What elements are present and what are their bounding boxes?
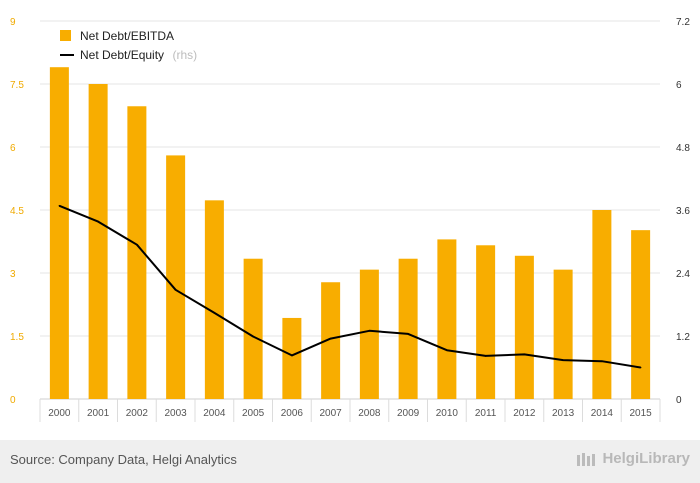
x-tick-label: 2002 [126,408,149,419]
legend-label-line-suffix: (rhs) [173,48,198,62]
library-icon [577,452,596,466]
bar-2007 [321,282,341,399]
bar-2004 [204,200,224,399]
y-right-tick-label: 1.2 [676,332,690,343]
y-right-tick-label: 3.6 [676,206,690,217]
line-point-2011 [484,355,487,357]
bar-series [49,67,651,399]
line-point-2002 [136,243,138,246]
bar-2008 [359,269,379,399]
bar-2005 [243,258,263,399]
y-left-tick-label: 1.5 [10,332,24,343]
brand-logo: HelgiLibrary [576,450,690,467]
line-point-2005 [252,335,254,338]
line-point-2006 [291,354,293,357]
y-left-tick-label: 4.5 [10,206,24,217]
y-right-tick-label: 4.8 [676,143,690,154]
x-tick-label: 2006 [281,408,304,419]
y-axis-right: 0 1.2 2.4 3.6 4.8 6 7.2 [676,17,690,406]
line-point-2003 [174,289,177,291]
x-tick-label: 2004 [203,408,226,419]
x-tick-label: 2009 [397,408,420,419]
legend-label-line: Net Debt/Equity (rhs) [80,46,197,63]
y-left-tick-label: 0 [10,395,16,406]
bar-2009 [398,258,418,399]
line-point-2014 [601,360,603,363]
x-tick-label: 2007 [320,408,343,419]
x-tick-label: 2012 [513,408,536,419]
bar-2006 [282,317,302,399]
legend-swatch-bar [60,30,71,41]
y-right-tick-label: 2.4 [676,269,690,280]
x-tick-label: 2000 [48,408,71,419]
bar-2010 [437,239,457,399]
x-tick-label: 2003 [165,408,188,419]
line-series [58,204,642,369]
y-right-tick-label: 6 [676,80,682,91]
y-right-tick-label: 0 [676,395,682,406]
x-tick-label: 2008 [358,408,381,419]
y-axis-left: 0 1.5 3 4.5 6 7.5 9 [10,17,24,406]
brand-name: HelgiLibrary [602,450,690,467]
line-point-2007 [329,337,332,340]
line-net-debt-equity [59,204,641,369]
line-point-2015 [639,366,642,369]
bar-2012 [514,255,534,399]
x-tick-label: 2005 [242,408,265,419]
line-point-2010 [446,349,448,351]
x-tick-label: 2001 [87,408,110,419]
y-left-tick-label: 7.5 [10,80,24,91]
line-point-2001 [97,220,99,223]
source-text: Source: Company Data, Helgi Analytics [10,452,237,467]
footer: Source: Company Data, Helgi Analytics He… [0,440,700,483]
y-left-tick-label: 3 [10,269,16,280]
legend-label-bar: Net Debt/EBITDA [80,29,174,43]
x-axis: 2000 2001 2002 2003 2004 2005 2006 2007 2008 2009… [39,399,661,422]
line-point-2004 [213,312,216,314]
y-left-tick-label: 6 [10,143,16,154]
bar-2011 [476,245,496,399]
x-tick-label: 2014 [591,408,614,419]
line-point-2013 [562,359,564,361]
line-point-2012 [523,353,526,356]
x-tick-label: 2013 [552,408,575,419]
line-point-2000 [58,205,61,207]
x-tick-label: 2010 [436,408,459,419]
x-tick-label: 2011 [475,408,497,419]
bar-2014 [592,210,612,399]
bar-2013 [553,269,573,399]
bar-2002 [127,106,147,399]
bar-2000 [49,67,69,399]
bar-2001 [88,84,108,399]
legend-label-line-name: Net Debt/Equity [80,48,164,62]
bar-2003 [166,155,186,399]
bar-2015 [631,230,651,399]
y-right-tick-label: 7.2 [676,17,690,28]
y-left-tick-label: 9 [10,17,16,28]
legend: Net Debt/EBITDA Net Debt/Equity (rhs) [60,29,197,63]
line-point-2008 [368,329,371,332]
line-point-2009 [407,333,409,335]
chart: 0 1.5 3 4.5 6 7.5 9 0 1.2 2.4 3.6 4.8 6 7.2 2000 2001… [10,17,690,422]
x-tick-label: 2015 [630,408,653,419]
